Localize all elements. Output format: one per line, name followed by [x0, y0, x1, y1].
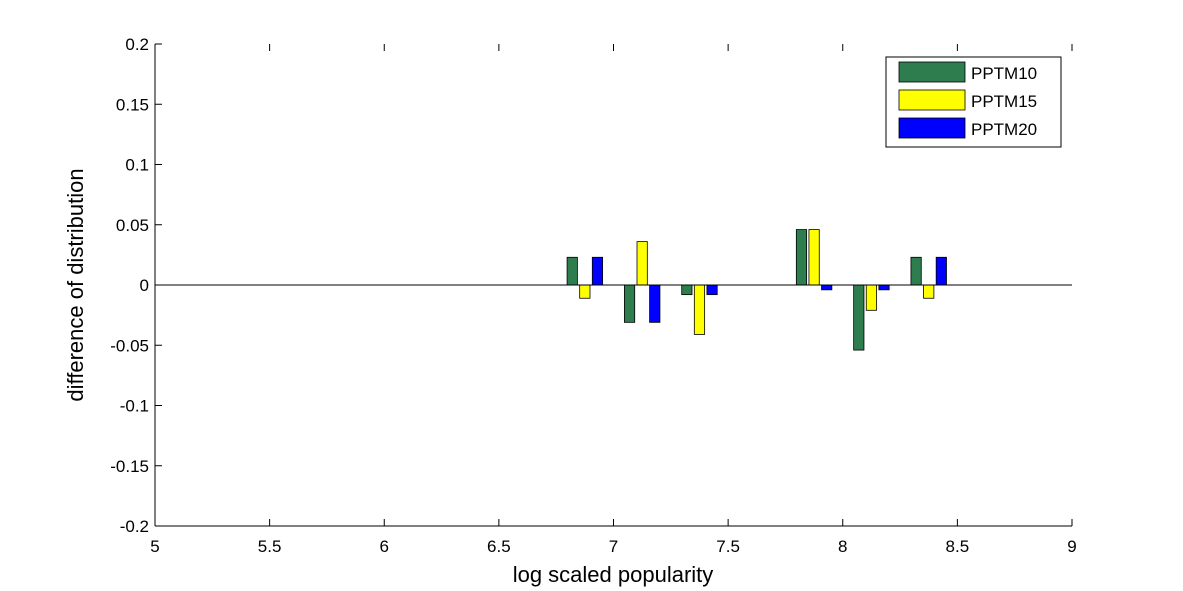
bar-pptm10-5 [910, 256, 922, 286]
bar-pptm15-1 [636, 241, 648, 286]
legend-swatch [898, 117, 966, 139]
x-tick-label: 9 [1067, 537, 1076, 556]
x-tick-label: 6 [380, 537, 389, 556]
x-tick-label: 5 [150, 537, 159, 556]
y-tick-label: -0.2 [120, 517, 149, 536]
legend-label: PPTM15 [971, 92, 1037, 111]
y-tick-label: -0.05 [110, 336, 149, 355]
bar-pptm20-4 [878, 284, 890, 291]
y-tick-label: 0 [140, 276, 149, 295]
bar-pptm20-0 [591, 256, 604, 286]
bar-pptm15-0 [579, 284, 591, 299]
bar-pptm10-4 [853, 284, 865, 351]
y-ticks-group: 0.2 0.15 0.1 0.05 0 -0.05 -0.1 -0.15 -0.2 [110, 35, 162, 536]
y-tick-label: 0.05 [116, 216, 149, 235]
y-tick-label: 0.2 [125, 35, 149, 54]
y-tick-label: 0.1 [125, 156, 149, 175]
bar-pptm20-3 [821, 284, 833, 291]
y-tick-label: 0.15 [116, 95, 149, 114]
x-tick-label: 8.5 [946, 537, 970, 556]
legend-swatch [898, 61, 966, 83]
bar-pptm20-5 [935, 256, 947, 286]
bar-pptm20-2 [706, 284, 718, 296]
y-tick-label: -0.1 [120, 397, 149, 416]
bar-pptm15-3 [808, 229, 820, 286]
x-tick-label: 7.5 [716, 537, 740, 556]
bar-pptm20-1 [649, 284, 661, 323]
x-tick-label: 8 [838, 537, 847, 556]
bar-pptm15-2 [693, 284, 706, 335]
y-axis-title: difference of distribution [63, 168, 88, 401]
bar-pptm10-1 [623, 284, 636, 323]
x-tick-label: 6.5 [487, 537, 511, 556]
y-tick-label: -0.15 [110, 457, 149, 476]
x-ticks-group: 5 5.5 6 6.5 7 7.5 8 8.5 9 [150, 44, 1077, 556]
x-axis-title: log scaled popularity [513, 562, 714, 587]
bar-pptm15-5 [923, 284, 935, 299]
legend: PPTM10 PPTM15 PPTM20 [885, 56, 1062, 148]
bar-pptm10-2 [681, 284, 693, 296]
legend-label: PPTM20 [971, 120, 1037, 139]
legend-label: PPTM10 [971, 64, 1037, 83]
x-tick-label: 5.5 [258, 537, 282, 556]
x-tick-label: 7 [609, 537, 618, 556]
bar-pptm10-0 [566, 256, 578, 286]
bar-pptm10-3 [795, 229, 808, 286]
bar-pptm15-4 [865, 284, 877, 311]
legend-swatch [898, 89, 966, 111]
